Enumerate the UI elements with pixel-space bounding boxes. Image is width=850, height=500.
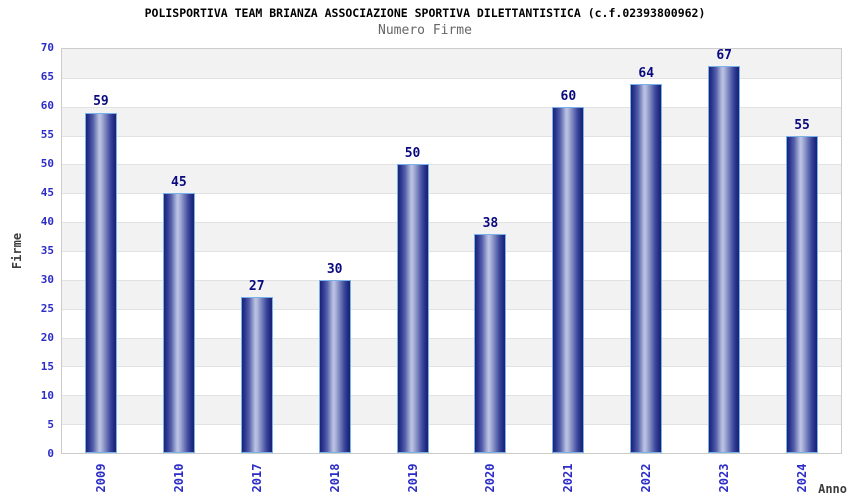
y-tick-label: 0 (47, 447, 54, 460)
x-tick-label-text: 2020 (483, 463, 498, 493)
y-tick-label: 25 (40, 302, 54, 315)
gridline (62, 135, 841, 137)
gridline (62, 164, 841, 166)
bar-value-label: 38 (482, 215, 499, 231)
x-axis-title: Anno (818, 482, 847, 496)
x-tick-label-text: 2024 (795, 463, 810, 493)
gridline (62, 308, 841, 310)
gridline (62, 395, 841, 397)
y-tick-label: 30 (40, 273, 54, 286)
bar-value-label: 45 (171, 175, 187, 191)
x-tick-label-text: 2021 (561, 463, 576, 493)
bar (708, 66, 741, 453)
bar-value-label: 67 (716, 48, 732, 64)
y-tick-label: 40 (40, 215, 54, 228)
y-tick-label: 15 (40, 360, 54, 373)
gridline (62, 337, 841, 339)
x-axis: 2009 2010 2017 2018 2019 2020 2021 2022 2023 2024 (61, 454, 842, 500)
bar-value-label: 59 (93, 94, 109, 110)
gridline (62, 279, 841, 281)
y-tick-label: 45 (40, 186, 54, 199)
bar-value-label: 60 (560, 88, 577, 104)
y-axis: 0 5 10 15 20 25 30 35 40 45 50 55 60 65 70 (0, 41, 54, 460)
x-tick-label-text: 2010 (171, 463, 186, 493)
gridline (62, 366, 841, 368)
x-tick-label-text: 2018 (327, 463, 342, 493)
x-tick-label-text: 2022 (639, 463, 654, 493)
bar-value-label: 55 (794, 117, 810, 133)
x-tick-label-text: 2023 (717, 463, 732, 493)
gridline (62, 193, 841, 195)
bar (84, 112, 117, 453)
bar-value-label: 64 (638, 65, 655, 81)
bar (552, 106, 585, 453)
bar (162, 193, 195, 453)
bar-value-label: 50 (404, 146, 421, 162)
chart-title: POLISPORTIVA TEAM BRIANZA ASSOCIAZIONE S… (144, 6, 706, 20)
y-tick-label: 65 (40, 70, 54, 83)
bar (240, 297, 273, 453)
bar (786, 135, 819, 453)
y-tick-label: 50 (40, 157, 54, 170)
y-tick-label: 5 (47, 418, 54, 431)
y-tick-label: 70 (40, 41, 54, 54)
y-tick-label: 35 (40, 244, 54, 257)
chart-subtitle: Numero Firme (378, 23, 472, 38)
bar (396, 164, 429, 453)
x-tick-label-text: 2009 (93, 463, 108, 493)
gridline (62, 222, 841, 224)
gridline (62, 424, 841, 426)
y-tick-label: 20 (40, 331, 54, 344)
bar (474, 233, 507, 453)
y-tick-label: 10 (40, 389, 54, 402)
bar (630, 83, 663, 453)
plot-area: 59 45 27 30 50 38 60 64 67 55 (61, 48, 842, 454)
x-tick-label-text: 2017 (249, 463, 264, 493)
bar-value-label: 27 (248, 279, 265, 295)
x-tick-label-text: 2019 (405, 463, 420, 493)
bar-value-label: 30 (326, 261, 343, 277)
gridline (62, 251, 841, 252)
gridline (62, 106, 841, 108)
gridline (62, 77, 841, 79)
y-tick-label: 60 (40, 99, 54, 112)
bar (318, 279, 351, 453)
y-tick-label: 55 (40, 128, 54, 141)
